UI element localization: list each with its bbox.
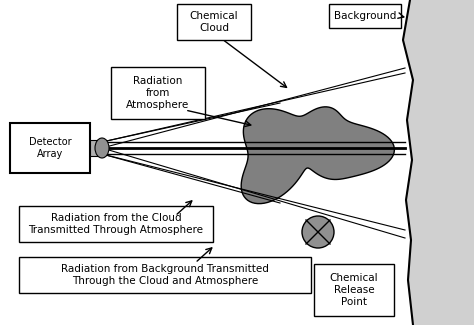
Ellipse shape <box>95 138 109 158</box>
FancyBboxPatch shape <box>19 257 311 293</box>
Text: Chemical
Cloud: Chemical Cloud <box>190 11 238 33</box>
FancyBboxPatch shape <box>10 123 90 173</box>
Text: Chemical
Release
Point: Chemical Release Point <box>330 273 378 306</box>
Text: Background: Background <box>334 11 396 21</box>
FancyBboxPatch shape <box>19 206 213 242</box>
Text: Radiation
from
Atmosphere: Radiation from Atmosphere <box>127 76 190 110</box>
Text: Radiation from Background Transmitted
Through the Cloud and Atmosphere: Radiation from Background Transmitted Th… <box>61 264 269 286</box>
Text: Radiation from the Cloud
Transmitted Through Atmosphere: Radiation from the Cloud Transmitted Thr… <box>28 213 203 235</box>
Bar <box>90 140 102 156</box>
Circle shape <box>302 216 334 248</box>
Text: Detector
Array: Detector Array <box>29 137 71 159</box>
Polygon shape <box>241 107 394 204</box>
FancyBboxPatch shape <box>314 264 394 316</box>
FancyBboxPatch shape <box>329 4 401 28</box>
Polygon shape <box>403 0 474 325</box>
FancyBboxPatch shape <box>177 4 251 40</box>
FancyBboxPatch shape <box>111 67 205 119</box>
